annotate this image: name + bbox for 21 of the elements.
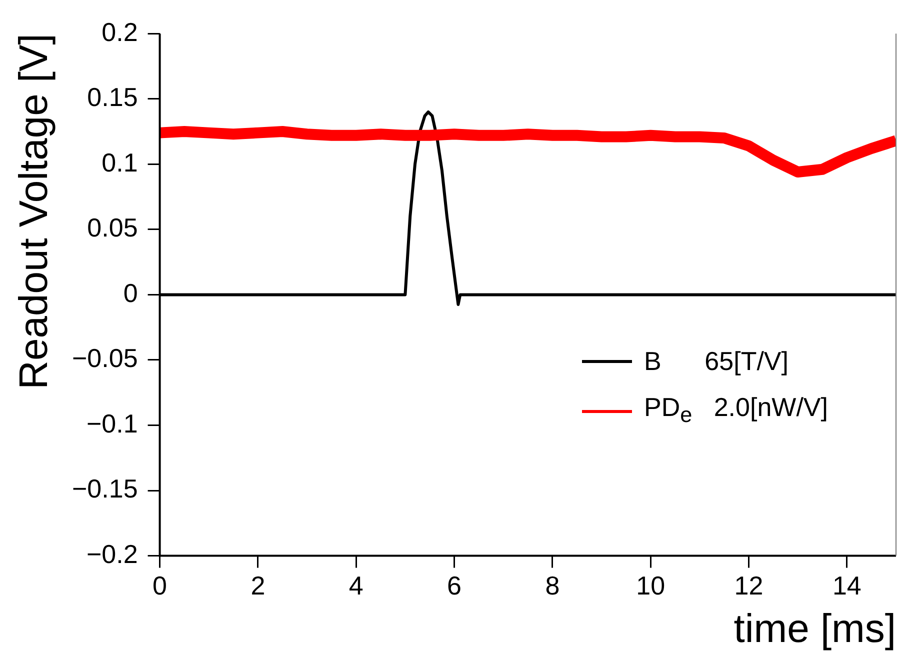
x-tick-label: 2 <box>250 570 266 601</box>
x-tick-label: 6 <box>447 570 462 601</box>
y-tick-label: 0.15 <box>87 82 138 112</box>
legend-label: PD$_{e}$ 2.0[nW/V] <box>644 391 828 430</box>
legend-label: B 65[T/V] <box>644 345 788 378</box>
y-tick-label: −0.05 <box>72 343 138 374</box>
x-axis-title: time [ms] <box>734 607 896 652</box>
y-tick-label: −0.1 <box>86 408 138 438</box>
x-tick-label: 14 <box>832 570 862 601</box>
y-tick-label: −0.15 <box>72 474 138 504</box>
x-tick-label: 0 <box>152 570 168 601</box>
y-axis-title: Readout Voltage [V] <box>12 34 56 390</box>
y-tick-label: 0 <box>123 278 138 308</box>
y-tick-label: 0.1 <box>102 147 138 178</box>
x-tick-label: 12 <box>734 570 764 601</box>
y-tick-label: 0.2 <box>102 16 138 47</box>
y-tick-label: 0.05 <box>87 212 138 243</box>
x-tick-label: 10 <box>636 570 666 601</box>
y-tick-label: −0.2 <box>86 538 138 569</box>
x-tick-label: 8 <box>545 570 560 601</box>
x-tick-label: 4 <box>348 570 364 601</box>
